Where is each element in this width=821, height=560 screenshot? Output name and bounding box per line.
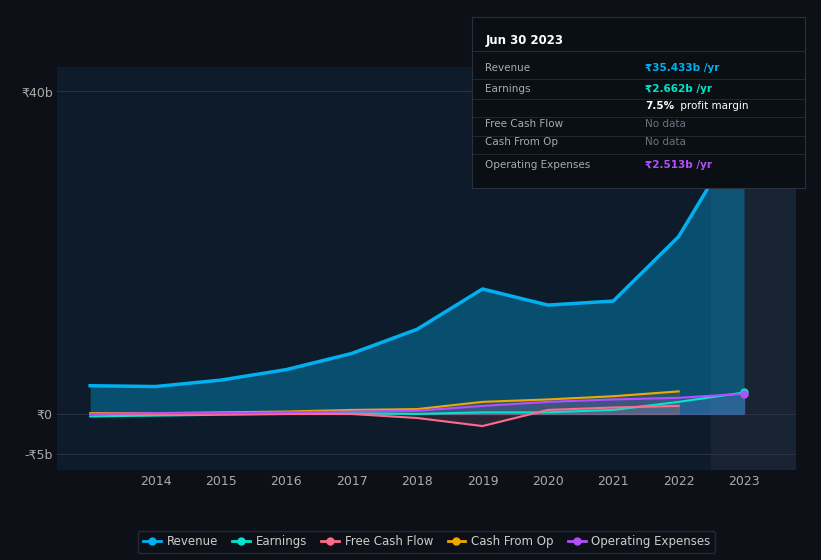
Text: No data: No data xyxy=(645,137,686,147)
Text: 7.5%: 7.5% xyxy=(645,101,674,111)
Text: Revenue: Revenue xyxy=(485,63,530,73)
Text: Earnings: Earnings xyxy=(485,85,531,95)
Text: No data: No data xyxy=(645,119,686,129)
Text: ₹2.662b /yr: ₹2.662b /yr xyxy=(645,85,712,95)
Text: Operating Expenses: Operating Expenses xyxy=(485,160,590,170)
Text: profit margin: profit margin xyxy=(677,101,748,111)
Legend: Revenue, Earnings, Free Cash Flow, Cash From Op, Operating Expenses: Revenue, Earnings, Free Cash Flow, Cash … xyxy=(139,531,715,553)
Text: ₹35.433b /yr: ₹35.433b /yr xyxy=(645,63,719,73)
Text: Jun 30 2023: Jun 30 2023 xyxy=(485,34,563,47)
Text: Free Cash Flow: Free Cash Flow xyxy=(485,119,563,129)
Text: ₹2.513b /yr: ₹2.513b /yr xyxy=(645,160,712,170)
Text: Cash From Op: Cash From Op xyxy=(485,137,558,147)
Bar xyxy=(711,67,796,470)
